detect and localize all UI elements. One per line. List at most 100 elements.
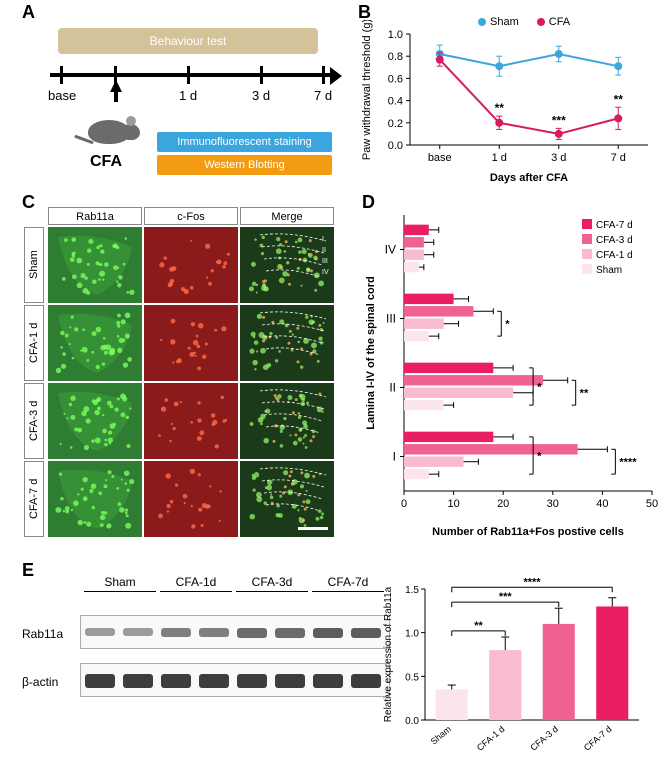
svg-text:10: 10 (447, 498, 459, 510)
svg-text:CFA-7 d: CFA-7 d (596, 220, 633, 231)
timeline-label: 7 d (314, 88, 332, 103)
svg-text:7 d: 7 d (611, 152, 626, 164)
svg-text:0.0: 0.0 (405, 716, 419, 727)
timeline-label: 3 d (252, 88, 270, 103)
svg-text:1.5: 1.5 (405, 585, 419, 596)
micrograph (240, 461, 334, 537)
svg-text:Sham: Sham (596, 265, 622, 276)
svg-text:II: II (322, 247, 326, 254)
svg-text:base: base (428, 152, 452, 164)
row-label: CFA-1 d (24, 305, 44, 381)
svg-text:III: III (386, 312, 396, 326)
wb-row-actin (80, 663, 390, 697)
svg-text:****: **** (619, 457, 637, 469)
svg-text:1 d: 1 d (492, 152, 507, 164)
timeline-tick (187, 66, 190, 84)
wb-row-label: Rab11a (22, 627, 63, 641)
hbar-svg: 01020304050Number of Rab11a+Fos postive … (362, 207, 662, 547)
micrograph (144, 305, 238, 381)
svg-text:0.0: 0.0 (388, 140, 403, 152)
legend-label: CFA (549, 16, 570, 28)
mouse-icon (82, 108, 137, 148)
svg-text:0.8: 0.8 (388, 51, 403, 63)
svg-text:0.2: 0.2 (388, 118, 403, 130)
svg-text:3 d: 3 d (551, 152, 566, 164)
svg-text:40: 40 (596, 498, 608, 510)
row-label: CFA-3 d (24, 383, 44, 459)
svg-text:IV: IV (385, 243, 396, 257)
scale-bar (298, 527, 328, 530)
svg-text:CFA-1 d: CFA-1 d (475, 724, 507, 753)
micrograph: IIIIIIIV (240, 227, 334, 303)
svg-text:20: 20 (497, 498, 509, 510)
micrograph (144, 461, 238, 537)
legend-label: Sham (490, 16, 519, 28)
immuno-bar: Immunofluorescent staining (157, 132, 332, 152)
svg-text:Paw withdrawal threshold (g): Paw withdrawal threshold (g) (361, 20, 373, 160)
lane-underline (312, 591, 384, 592)
micrograph (144, 227, 238, 303)
svg-text:0.4: 0.4 (388, 96, 403, 108)
svg-text:1.0: 1.0 (388, 29, 403, 41)
col-label: Rab11a (48, 207, 142, 225)
svg-text:0.5: 0.5 (405, 672, 419, 683)
timeline-tick (322, 66, 325, 84)
panel-b-linechart: Sham CFA 0.00.20.40.60.81.0base1 d3 d7 d… (358, 20, 658, 185)
svg-text:*: * (537, 382, 542, 394)
svg-text:**: ** (495, 101, 505, 115)
panel-d-barchart: 01020304050Number of Rab11a+Fos postive … (362, 207, 662, 547)
lane-label: CFA-1d (160, 575, 232, 589)
behaviour-test-bar: Behaviour test (58, 28, 318, 54)
svg-text:Lamina I-IV of the spinal cord: Lamina I-IV of the spinal cord (365, 276, 377, 429)
svg-text:0: 0 (401, 498, 407, 510)
svg-text:CFA-1 d: CFA-1 d (596, 250, 633, 261)
timeline-label: base (48, 88, 76, 103)
wb-row-rab11a (80, 615, 390, 649)
timeline-axis (50, 73, 330, 77)
chart-legend: Sham CFA (478, 16, 570, 28)
lane-label: CFA-3d (236, 575, 308, 589)
svg-text:**: ** (580, 388, 589, 400)
wb-row-label: β-actin (22, 675, 58, 689)
svg-text:Relative expression of Rab11a: Relative expression of Rab11a (383, 586, 394, 722)
timeline-tick (60, 66, 63, 84)
row-label: Sham (24, 227, 44, 303)
lane-underline (84, 591, 156, 592)
svg-text:*: * (505, 319, 510, 331)
svg-text:*: * (537, 451, 542, 463)
svg-text:Days after CFA: Days after CFA (490, 172, 568, 184)
lane-label: Sham (84, 575, 156, 589)
svg-text:***: *** (499, 591, 513, 603)
svg-text:Number of Rab11a+Fos postive c: Number of Rab11a+Fos postive cells (432, 526, 624, 538)
svg-text:**: ** (614, 92, 624, 106)
panel-c-micrographs: Rab11ac-FosMergeShamIIIIIIIVCFA-1 dCFA-3… (22, 207, 344, 552)
svg-text:II: II (389, 381, 396, 395)
svg-text:****: **** (523, 576, 541, 588)
micrograph (240, 383, 334, 459)
svg-text:**: ** (474, 620, 483, 632)
wb-barchart-svg: 0.0 0.5 1.0 1.5 Relative expression of Rab11… (377, 565, 647, 760)
micrograph (48, 383, 142, 459)
micrograph (48, 305, 142, 381)
micrograph (48, 227, 142, 303)
micrograph (48, 461, 142, 537)
timeline-tick (260, 66, 263, 84)
svg-text:0.6: 0.6 (388, 73, 403, 85)
timeline-arrow-icon (330, 67, 342, 85)
wb-bar: Western Blotting (157, 155, 332, 175)
linechart-svg: 0.0 0.2 0.4 0.6 0.8 1.0 base 1 d 3 d 7 d Paw withd… (358, 20, 658, 185)
svg-text:1.0: 1.0 (405, 629, 419, 640)
svg-text:CFA-3 d: CFA-3 d (528, 724, 560, 753)
cfa-label: CFA (90, 153, 122, 171)
svg-text:30: 30 (547, 498, 559, 510)
lane-underline (236, 591, 308, 592)
svg-text:CFA-3 d: CFA-3 d (596, 235, 633, 246)
col-label: Merge (240, 207, 334, 225)
svg-text:IV: IV (322, 269, 329, 276)
timeline-label: 1 d (179, 88, 197, 103)
lane-label: CFA-7d (312, 575, 384, 589)
panel-a-timeline: Behaviour test base 1 d 3 d 7 d CFA Immu… (22, 18, 347, 188)
svg-text:CFA-7 d: CFA-7 d (582, 724, 614, 753)
cfa-arrow-stem (114, 90, 118, 102)
svg-text:I: I (322, 236, 324, 243)
